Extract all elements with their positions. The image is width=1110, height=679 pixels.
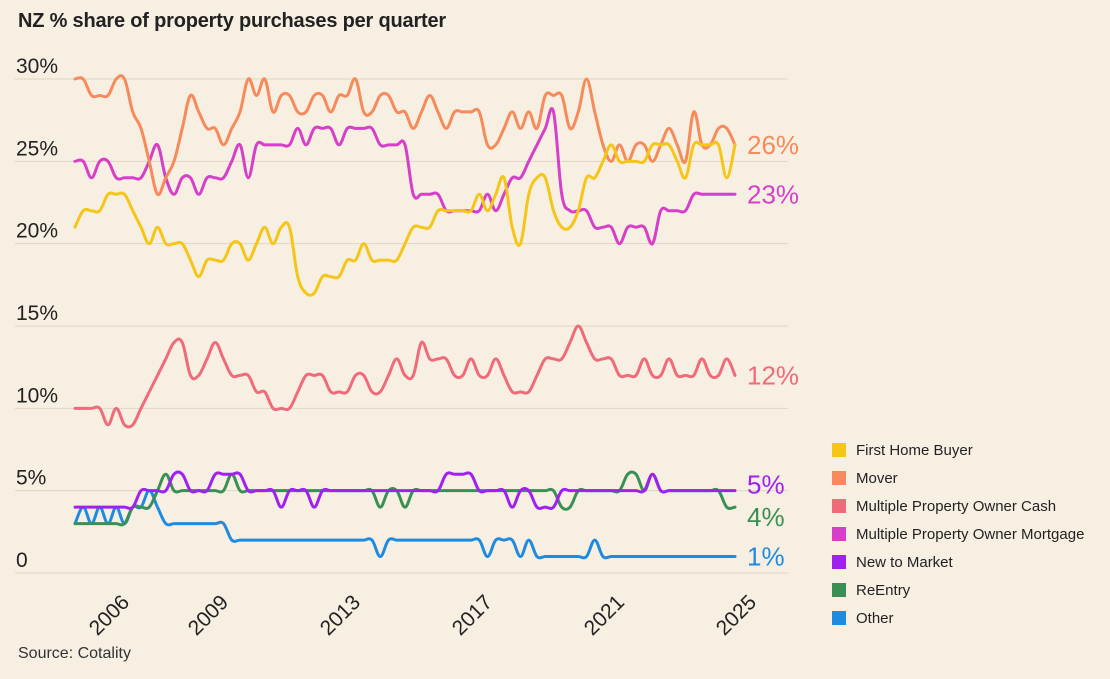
chart-title: NZ % share of property purchases per qua… [18,10,446,32]
series-line-new-to-market [73,470,737,510]
end-value-label: 5% [747,470,785,500]
x-tick-label: 2025 [712,591,761,640]
series-line-first-home-buyer [73,140,737,297]
legend-swatch [832,471,846,485]
legend-label: Mover [856,470,898,487]
legend-item: First Home Buyer [832,441,1102,460]
legend-swatch [832,555,846,569]
source-note: Source: Cotality [18,645,131,662]
y-tick-label: 25% [16,137,58,160]
y-tick-label: 10% [16,384,58,407]
end-value-label: 23% [747,179,799,209]
chart-legend: First Home Buyer Mover Multiple Property O… [832,441,1102,637]
series-line-multiple-property-owner-mortgage [73,107,737,246]
x-tick-label: 2009 [184,591,233,640]
y-tick-label: 15% [16,302,58,325]
x-tick-label: 2013 [316,591,365,640]
y-tick-label: 30% [16,55,58,78]
legend-item: Multiple Property Owner Cash [832,497,1102,516]
legend-label: Multiple Property Owner Cash [856,498,1057,515]
legend-item: Mover [832,469,1102,488]
y-tick-label: 5% [16,467,46,490]
y-tick-label: 20% [16,220,58,243]
series-line-multiple-property-owner-cash [73,324,737,429]
legend-label: Other [856,610,894,627]
series-line-reentry [73,470,737,527]
end-value-label: 4% [747,502,785,532]
legend-label: First Home Buyer [856,442,973,459]
legend-item: Other [832,609,1102,628]
legend-item: New to Market [832,553,1102,572]
legend-swatch [832,443,846,457]
legend-label: New to Market [856,554,953,571]
legend-swatch [832,527,846,541]
end-value-label: 12% [747,360,799,390]
legend-label: ReEntry [856,582,911,599]
x-tick-label: 2017 [448,591,497,640]
x-tick-label: 2021 [580,591,629,640]
series-line-other [73,489,737,560]
series-line-mover [73,74,737,197]
legend-item: ReEntry [832,581,1102,600]
x-tick-label: 2006 [85,591,134,640]
legend-swatch [832,611,846,625]
end-value-label: 26% [747,130,799,160]
legend-label: Multiple Property Owner Mortgage [856,526,1085,543]
legend-item: Multiple Property Owner Mortgage [832,525,1102,544]
legend-swatch [832,499,846,513]
legend-swatch [832,583,846,597]
end-value-label: 1% [747,542,785,572]
y-tick-label: 0 [16,549,28,572]
